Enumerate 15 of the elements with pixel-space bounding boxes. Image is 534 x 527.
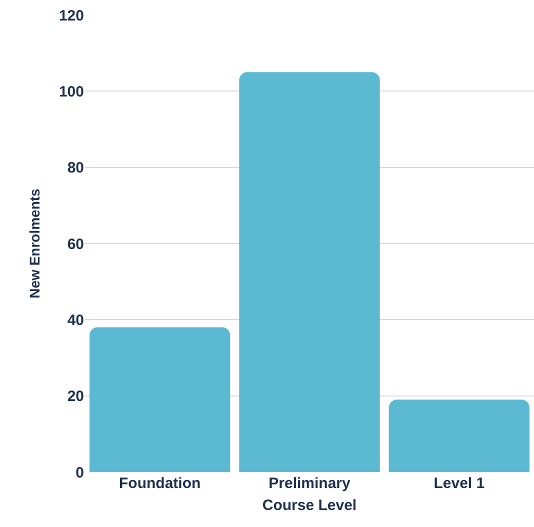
bar (89, 327, 230, 472)
y-tick-label: 40 (67, 312, 84, 329)
y-tick-label: 20 (67, 388, 84, 406)
y-tick-label: 60 (67, 236, 84, 253)
bar (388, 400, 530, 472)
x-axis-title: Course Level (262, 497, 357, 514)
x-tick-label: Level 1 (434, 475, 485, 492)
bar (239, 72, 380, 472)
y-axis-title: New Enrolments (26, 188, 43, 298)
y-tick-label: 100 (58, 83, 84, 100)
x-tick-label: Preliminary (268, 475, 352, 492)
y-tick-label: 0 (76, 464, 84, 482)
x-tick-label: Foundation (119, 475, 201, 492)
y-tick-label: 80 (67, 160, 84, 177)
y-tick-label: 120 (58, 7, 84, 24)
